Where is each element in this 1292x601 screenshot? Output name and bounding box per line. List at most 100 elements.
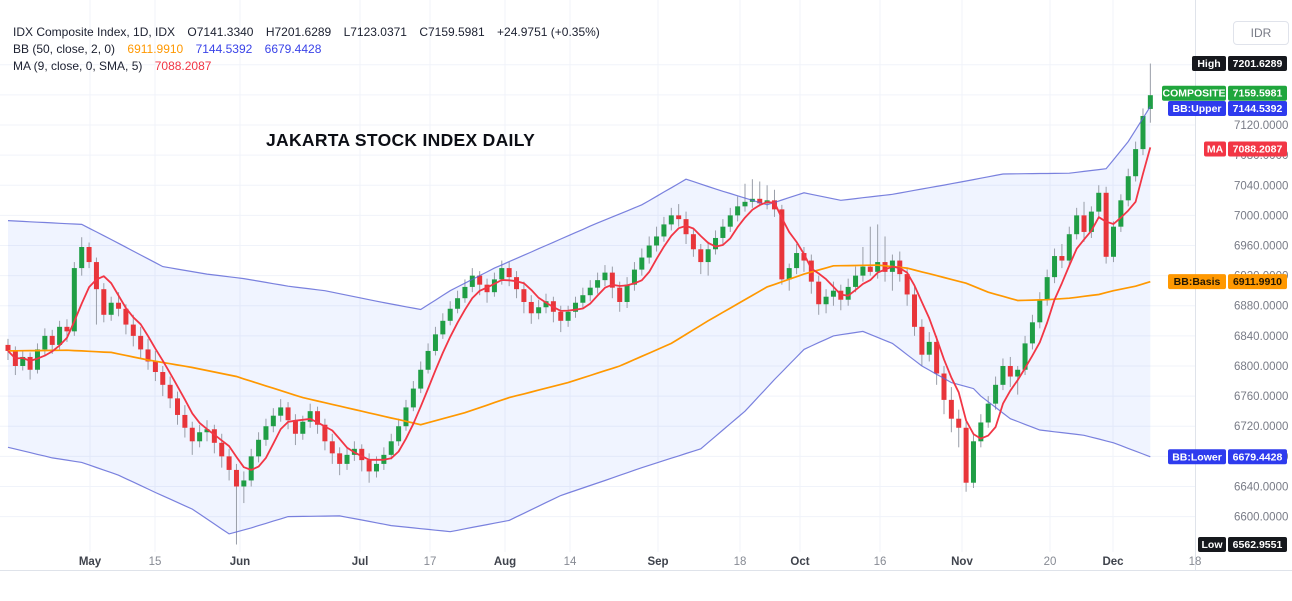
candle-down	[49, 335, 55, 345]
candle-down	[779, 209, 785, 280]
price-tick-label: 6840.0000	[1234, 331, 1288, 343]
svg-text:6679.4428: 6679.4428	[1233, 451, 1283, 463]
price-tick-label: 7040.0000	[1234, 180, 1288, 192]
candle-up	[705, 249, 711, 263]
candle-down	[934, 341, 940, 374]
candle-up	[197, 432, 203, 442]
candle-down	[123, 308, 129, 325]
candle-up	[300, 421, 306, 434]
candle-up	[1000, 365, 1006, 385]
price-tick-label: 6600.0000	[1234, 512, 1288, 524]
composite-label: COMPOSITE 7159.5981	[1162, 85, 1287, 101]
time-tick-label: Aug	[494, 556, 516, 568]
candle-down	[771, 200, 777, 210]
candle-up	[1052, 256, 1058, 278]
candle-down	[359, 448, 365, 461]
bb-upper-line	[7, 106, 1151, 311]
time-tick-label: May	[79, 556, 102, 568]
candle-up	[720, 226, 726, 238]
svg-text:6562.9551: 6562.9551	[1233, 539, 1283, 551]
candle-down	[882, 262, 888, 272]
candle-down	[904, 274, 910, 295]
candle-up	[646, 245, 652, 258]
candle-up	[536, 307, 542, 314]
svg-text:7088.2087: 7088.2087	[1233, 143, 1283, 155]
svg-text:BB:Upper: BB:Upper	[1173, 103, 1222, 115]
candle-down	[558, 311, 564, 321]
candle-down	[1059, 256, 1065, 261]
candle-up	[432, 334, 438, 351]
currency-button[interactable]: IDR	[1233, 21, 1289, 45]
candle-down	[941, 373, 947, 400]
candle-up	[875, 262, 881, 272]
candle-up	[639, 257, 645, 270]
candle-down	[101, 289, 107, 315]
candle-down	[130, 324, 136, 336]
svg-text:7144.5392: 7144.5392	[1233, 103, 1283, 115]
time-tick-label: 18	[734, 556, 747, 568]
candle-up	[248, 456, 254, 481]
price-tick-label: 6640.0000	[1234, 481, 1288, 493]
candle-down	[315, 411, 321, 425]
candle-down	[64, 326, 70, 332]
candle-down	[285, 407, 291, 421]
candle-up	[580, 295, 586, 303]
ohlc-close: C7159.5981	[419, 25, 485, 39]
bb-upper-label: BB:Upper 7144.5392	[1168, 101, 1287, 117]
time-tick-label: 16	[874, 556, 887, 568]
legend-symbol-row[interactable]: IDX Composite Index, 1D, IDX O7141.3340 …	[13, 25, 600, 39]
time-tick-label: 20	[1044, 556, 1057, 568]
price-tick-label: 6720.0000	[1234, 421, 1288, 433]
bb-upper-value: 7144.5392	[195, 42, 253, 56]
candle-up	[263, 426, 269, 440]
candle-up	[418, 369, 424, 389]
candle-up	[1133, 149, 1139, 177]
time-tick-label: Dec	[1102, 556, 1124, 568]
candle-down	[93, 262, 99, 290]
legend-bb-row[interactable]: BB (50, close, 2, 0) 6911.9910 7144.5392…	[13, 42, 600, 56]
candle-down	[948, 399, 954, 419]
candle-up	[668, 215, 674, 225]
candle-down	[816, 281, 822, 305]
candle-down	[919, 326, 925, 355]
candle-up	[1118, 200, 1124, 227]
candle-up	[543, 301, 549, 308]
time-axis[interactable]: May 15 Jun Jul 17 Aug 14 Sep 18 Oct 16 Nov 20 Dec 18	[79, 556, 1202, 568]
candle-up	[624, 284, 630, 302]
candle-down	[617, 287, 623, 302]
candle-up	[241, 480, 247, 487]
candle-down	[698, 249, 704, 263]
candle-up	[1140, 115, 1146, 150]
candle-down	[956, 418, 962, 428]
time-tick-label: Oct	[790, 556, 809, 568]
time-tick-label: 17	[424, 556, 437, 568]
bb-lower-label: BB:Lower 6679.4428	[1168, 449, 1287, 465]
candle-up	[1125, 176, 1131, 201]
candle-up	[1066, 234, 1072, 261]
price-tick-label: 7000.0000	[1234, 210, 1288, 222]
candle-down	[801, 253, 807, 261]
candle-up	[455, 298, 461, 309]
candle-up	[823, 296, 829, 305]
candle-up	[830, 290, 836, 297]
candle-up	[860, 266, 866, 276]
candle-down	[211, 429, 217, 443]
candle-down	[366, 460, 372, 472]
candle-up	[396, 426, 402, 442]
legend-ma-row[interactable]: MA (9, close, 0, SMA, 5) 7088.2087	[13, 59, 600, 73]
svg-text:7159.5981: 7159.5981	[1233, 88, 1283, 100]
candle-up	[1096, 192, 1102, 212]
ohlc-open: O7141.3340	[187, 25, 254, 39]
candle-up	[440, 320, 446, 335]
candle-down	[189, 427, 195, 442]
candle-down	[337, 453, 343, 464]
candle-up	[1037, 299, 1043, 323]
candle-down	[867, 266, 873, 272]
time-tick-label: Jul	[352, 556, 369, 568]
svg-text:6911.9910: 6911.9910	[1233, 276, 1282, 288]
candle-up	[565, 311, 571, 321]
bb-basis-line	[7, 264, 1151, 426]
candle-up	[631, 269, 637, 285]
svg-text:BB:Basis: BB:Basis	[1174, 276, 1221, 288]
